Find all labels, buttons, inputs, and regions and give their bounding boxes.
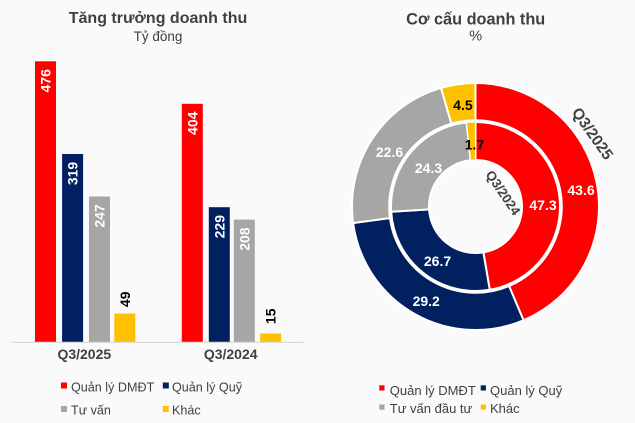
- svg-text:Q3/2024: Q3/2024: [204, 346, 258, 362]
- svg-text:Quản lý DMĐT: Quản lý DMĐT: [390, 383, 476, 398]
- svg-text:247: 247: [92, 204, 108, 228]
- svg-text:Tư vấn: Tư vấn: [71, 404, 111, 418]
- svg-text:4.5: 4.5: [453, 97, 473, 113]
- svg-text:404: 404: [184, 111, 200, 135]
- svg-text:Quản lý Quỹ: Quản lý Quỹ: [172, 381, 243, 395]
- svg-text:319: 319: [65, 162, 81, 186]
- svg-text:Quản lý Quỹ: Quản lý Quỹ: [490, 383, 563, 398]
- svg-text:49: 49: [117, 291, 133, 307]
- svg-text:Tăng trưởng doanh thu: Tăng trưởng doanh thu: [69, 10, 247, 27]
- svg-text:22.6: 22.6: [376, 144, 403, 160]
- svg-text:%: %: [469, 28, 482, 44]
- svg-text:47.3: 47.3: [529, 197, 556, 213]
- svg-text:15: 15: [263, 308, 279, 324]
- svg-text:Khác: Khác: [490, 401, 520, 416]
- svg-text:Cơ cấu doanh thu: Cơ cấu doanh thu: [406, 11, 545, 29]
- svg-text:1.7: 1.7: [465, 137, 485, 153]
- svg-text:43.6: 43.6: [567, 182, 594, 198]
- svg-text:24.3: 24.3: [415, 160, 442, 176]
- svg-text:Tư vấn đầu tư: Tư vấn đầu tư: [390, 401, 473, 416]
- svg-text:29.2: 29.2: [413, 293, 440, 309]
- svg-text:Quản lý DMĐT: Quản lý DMĐT: [71, 381, 155, 395]
- svg-text:Khác: Khác: [172, 404, 201, 418]
- svg-text:26.7: 26.7: [424, 253, 451, 269]
- svg-text:Q3/2025: Q3/2025: [57, 346, 111, 362]
- svg-text:Tỷ đồng: Tỷ đồng: [134, 29, 183, 44]
- svg-text:229: 229: [211, 215, 227, 239]
- svg-text:476: 476: [38, 69, 54, 93]
- svg-text:208: 208: [236, 227, 252, 251]
